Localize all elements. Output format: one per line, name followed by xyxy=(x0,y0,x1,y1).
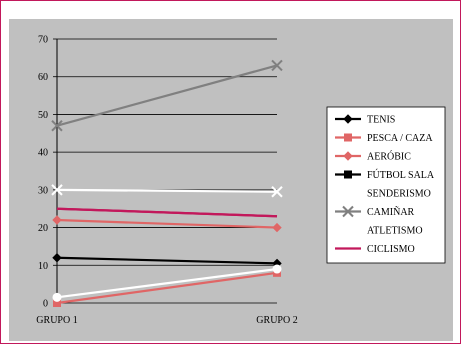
legend-label: TENIS xyxy=(367,115,395,126)
legend-swatch-marker xyxy=(343,225,353,235)
y-tick-label: 50 xyxy=(38,110,48,121)
legend-label: AERÓBIC xyxy=(367,151,411,163)
legend-label: CAMIÑAR xyxy=(367,206,415,218)
y-tick-label: 0 xyxy=(43,299,48,310)
legend-label: CICLISMO xyxy=(367,244,415,255)
y-tick-label: 10 xyxy=(38,261,48,272)
legend-label: FÚTBOL SALA xyxy=(367,169,435,181)
x-category-label: GRUPO 2 xyxy=(256,315,297,326)
y-tick-label: 60 xyxy=(38,72,48,83)
x-category-label: GRUPO 1 xyxy=(36,315,77,326)
series-line-4 xyxy=(56,188,278,193)
legend-label: ATLETISMO xyxy=(367,226,423,237)
legend-swatch-marker xyxy=(344,133,352,142)
y-tick-label: 30 xyxy=(38,185,48,196)
series-line-2 xyxy=(56,218,278,229)
legend-swatch-marker xyxy=(344,170,352,179)
data-point-5-0 xyxy=(51,120,63,132)
series-line-0 xyxy=(56,256,278,265)
legend-swatch-marker xyxy=(342,187,354,199)
y-tick-label: 20 xyxy=(38,223,48,234)
series-line-6 xyxy=(56,267,278,299)
legend-swatch-marker xyxy=(343,151,353,161)
legend-swatch-marker xyxy=(342,205,354,218)
data-point-4-1 xyxy=(271,186,283,198)
y-tick-label: 70 xyxy=(38,35,48,46)
data-point-0-0 xyxy=(52,253,62,263)
data-point-6-0 xyxy=(52,292,62,302)
data-point-5-1 xyxy=(271,59,283,72)
legend-box xyxy=(326,106,446,264)
legend-label: SENDERISMO xyxy=(367,189,431,200)
data-point-2-1 xyxy=(272,222,282,233)
legend-label: PESCA / CAZA xyxy=(367,133,433,144)
data-point-2-0 xyxy=(52,215,62,225)
data-point-4-0 xyxy=(51,184,63,196)
y-tick-label: 40 xyxy=(38,148,48,159)
series-line-1 xyxy=(56,271,278,305)
data-point-6-1 xyxy=(272,264,282,274)
series-line-5 xyxy=(56,64,278,127)
legend-swatch-marker xyxy=(343,114,353,124)
series-line-7 xyxy=(56,207,278,218)
